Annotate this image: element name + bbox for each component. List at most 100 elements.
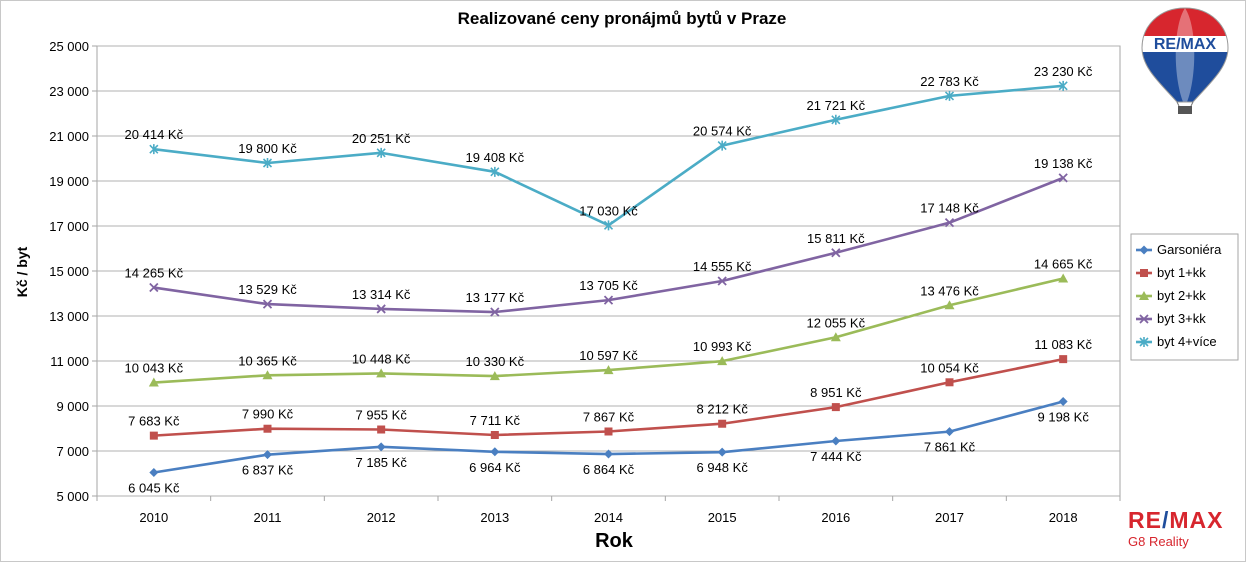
data-label: 10 448 Kč: [352, 351, 411, 366]
data-label: 19 408 Kč: [466, 150, 525, 165]
data-point: [148, 377, 159, 387]
data-point: [1139, 314, 1149, 324]
data-label: 7 861 Kč: [924, 440, 976, 455]
legend-label: byt 3+kk: [1157, 311, 1206, 326]
y-axis-title: Kč / byt: [14, 246, 30, 297]
data-label: 6 837 Kč: [242, 463, 294, 478]
data-point: [604, 427, 613, 436]
data-label: 20 251 Kč: [352, 131, 411, 146]
data-label: 19 800 Kč: [238, 141, 297, 156]
data-label: 7 990 Kč: [242, 407, 294, 422]
data-label: 17 030 Kč: [579, 203, 638, 218]
legend-label: byt 4+více: [1157, 334, 1217, 349]
data-label: 7 711 Kč: [470, 413, 521, 428]
data-point: [1058, 397, 1068, 407]
data-label: 9 198 Kč: [1038, 410, 1090, 425]
data-label: 14 665 Kč: [1034, 257, 1093, 272]
data-label: 10 043 Kč: [125, 361, 184, 376]
data-point: [717, 356, 728, 366]
data-point: [1058, 273, 1069, 283]
data-label: 13 705 Kč: [579, 278, 638, 293]
data-label: 10 330 Kč: [466, 354, 525, 369]
data-point: [718, 419, 727, 428]
data-label: 13 476 Kč: [920, 283, 979, 298]
data-point: [490, 166, 500, 177]
legend-label: byt 1+kk: [1157, 265, 1206, 280]
remax-balloon-logo: RE/MAX: [1141, 7, 1229, 114]
data-label: 13 314 Kč: [352, 287, 411, 302]
legend-items: Garsoniéra byt 1+kk byt 2+kk byt 3+kk byt 4+…: [1136, 242, 1222, 349]
data-point: [377, 425, 386, 434]
brand-re: RE: [1128, 507, 1162, 533]
brand-slash: /: [1161, 507, 1170, 533]
brand-subtitle: G8 Reality: [1128, 534, 1189, 549]
data-point: [831, 436, 841, 446]
data-point: [944, 218, 955, 228]
data-label: 15 811 Kč: [807, 231, 865, 246]
data-point: [1139, 291, 1149, 300]
chart-title: Realizované ceny pronájmů bytů v Praze: [458, 9, 787, 28]
legend-label: byt 2+kk: [1157, 288, 1206, 303]
legend-label: Garsoniéra: [1157, 242, 1222, 257]
data-point: [490, 447, 500, 457]
data-label: 6 964 Kč: [469, 460, 521, 475]
data-label: 10 054 Kč: [920, 360, 979, 375]
data-point: [149, 431, 158, 440]
y-axis-ticks: 5 000 7 000 9 000 11 000 13 000 15 000 17 000 1…: [49, 39, 97, 504]
data-point: [945, 378, 954, 387]
data-label: 7 867 Kč: [583, 409, 635, 424]
x-tick-label: 2014: [594, 510, 623, 525]
brand-max: MAX: [1169, 507, 1224, 533]
data-point: [263, 450, 272, 460]
data-point: [944, 90, 955, 101]
data-point: [149, 467, 159, 477]
y-tick-label: 21 000: [49, 129, 89, 144]
data-label: 10 597 Kč: [579, 348, 638, 363]
y-tick-label: 23 000: [49, 84, 89, 99]
data-label: 8 212 Kč: [697, 402, 749, 417]
data-point: [262, 299, 273, 309]
data-point: [944, 300, 955, 310]
data-label: 6 045 Kč: [128, 480, 180, 495]
data-point: [830, 332, 841, 342]
data-labels: 6 045 Kč 6 837 Kč 7 185 Kč 6 964 Kč 6 864 Kč…: [125, 64, 1093, 496]
x-tick-label: 2012: [367, 510, 396, 525]
y-tick-label: 13 000: [49, 309, 89, 324]
data-label: 14 555 Kč: [693, 259, 752, 274]
y-tick-label: 25 000: [49, 39, 89, 54]
data-point: [717, 276, 727, 286]
data-point: [149, 144, 159, 155]
data-point: [263, 424, 272, 433]
data-point: [262, 158, 273, 168]
data-point: [149, 282, 159, 293]
data-label: 20 574 Kč: [693, 124, 752, 139]
data-label: 7 683 Kč: [128, 414, 180, 429]
x-tick-label: 2016: [821, 510, 850, 525]
data-label: 12 055 Kč: [807, 315, 866, 330]
data-point: [831, 248, 841, 258]
data-point: [1140, 269, 1148, 277]
data-point: [490, 307, 500, 317]
data-point: [1059, 355, 1068, 364]
data-label: 20 414 Kč: [125, 127, 184, 142]
data-point: [262, 370, 273, 380]
data-label: 17 148 Kč: [920, 201, 979, 216]
x-tick-label: 2011: [254, 510, 282, 525]
data-label: 7 444 Kč: [810, 449, 862, 464]
data-label: 11 083 Kč: [1034, 337, 1092, 352]
data-point: [489, 371, 500, 381]
data-label: 7 955 Kč: [356, 408, 408, 423]
data-point: [831, 114, 841, 125]
data-label: 10 365 Kč: [238, 353, 297, 368]
data-label: 23 230 Kč: [1034, 64, 1093, 79]
data-point: [945, 427, 954, 437]
y-tick-label: 19 000: [49, 174, 89, 189]
x-axis-title: Rok: [595, 530, 634, 552]
data-point: [376, 368, 387, 378]
data-label: 13 177 Kč: [466, 290, 525, 305]
data-label: 10 993 Kč: [693, 339, 752, 354]
data-point: [376, 147, 386, 158]
x-axis-ticks: 2010 2011 2012 2013 2014 2015 2016 2017 2018: [96, 496, 1121, 525]
x-tick-label: 2010: [139, 510, 168, 525]
